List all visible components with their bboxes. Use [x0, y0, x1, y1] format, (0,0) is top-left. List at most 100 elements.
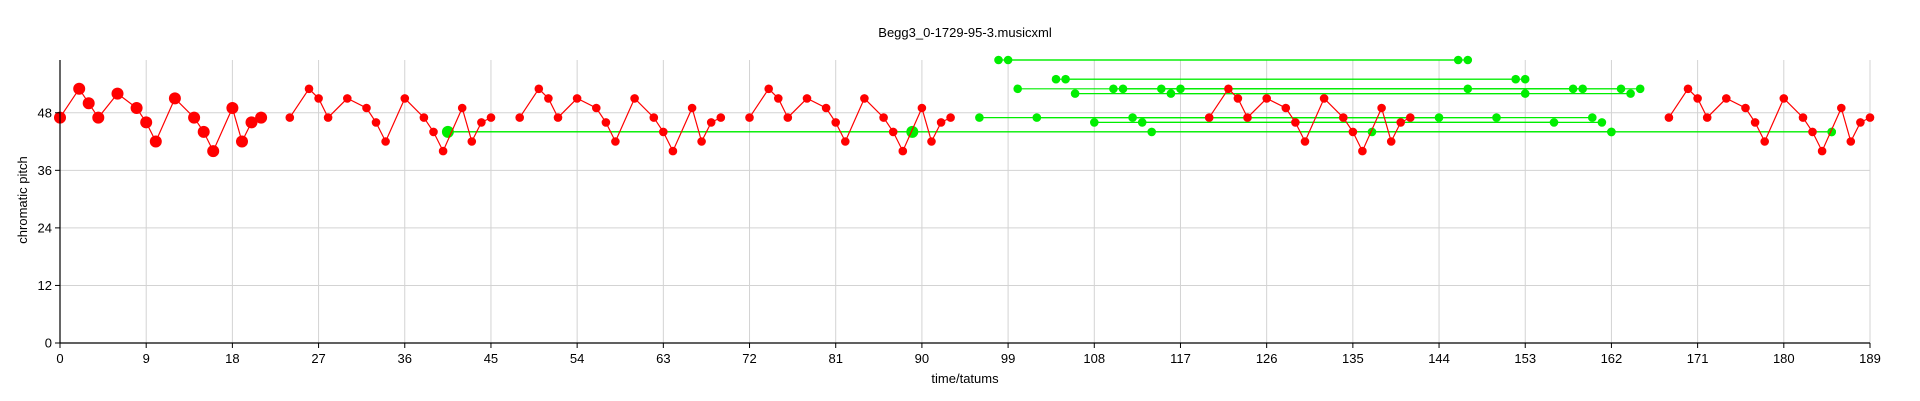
chart-title: Begg3_0-1729-95-3.musicxml: [878, 25, 1052, 40]
x-tick-label: 180: [1773, 351, 1795, 366]
red-melody-point: [168, 92, 181, 105]
red-melody-point: [149, 135, 162, 148]
red-melody-point: [255, 111, 268, 124]
green-matches-point: [1061, 74, 1070, 84]
red-melody-point: [1846, 137, 1856, 146]
grid-layer: [59, 60, 1871, 344]
red-melody-point: [467, 137, 477, 146]
green-matches-point: [1176, 84, 1185, 94]
red-melody-point: [197, 125, 210, 138]
x-tick-label: 153: [1514, 351, 1536, 366]
x-tick-label: 108: [1083, 351, 1105, 366]
green-matches-point: [1635, 84, 1645, 94]
green-matches-point: [1118, 84, 1128, 94]
x-tick-label: 81: [828, 351, 842, 366]
red-melody-point: [140, 116, 153, 129]
red-melody-point: [879, 113, 888, 122]
red-melody-point: [1817, 146, 1827, 156]
red-melody-point: [419, 113, 429, 122]
red-melody-line: [1668, 87, 1871, 153]
red-melody-point: [429, 127, 438, 137]
x-tick-label: 117: [1170, 351, 1191, 366]
x-tick-label: 18: [225, 351, 239, 366]
red-melody-point: [1291, 118, 1300, 127]
y-tick-label: 48: [38, 105, 52, 120]
green-matches-point: [1166, 89, 1176, 98]
green-matches-point: [1051, 74, 1061, 84]
red-melody-point: [371, 118, 381, 127]
green-matches-point: [975, 113, 984, 122]
red-melody-point: [1683, 84, 1693, 94]
y-tick-label: 12: [38, 278, 52, 293]
green-matches-point: [1128, 113, 1137, 122]
red-melody-point: [1741, 103, 1750, 113]
green-matches-point: [1147, 127, 1156, 137]
red-melody-point: [888, 127, 898, 137]
red-melody-point: [1377, 103, 1386, 113]
red-melody-point: [381, 137, 390, 146]
x-tick-label: 189: [1859, 351, 1881, 366]
red-melody-point: [207, 145, 220, 158]
red-melody-point: [936, 118, 946, 127]
red-melody-point: [362, 103, 371, 113]
x-tick-label: 99: [1001, 351, 1015, 366]
red-melody-point: [1406, 113, 1415, 122]
red-melody-point: [1693, 94, 1702, 103]
red-melody-line: [1208, 87, 1411, 153]
green-matches-point: [1157, 84, 1166, 94]
green-matches-point: [1453, 55, 1463, 65]
red-melody-point: [544, 94, 553, 103]
x-tick-label: 171: [1687, 351, 1709, 366]
red-melody-point: [1808, 127, 1817, 137]
x-tick-label: 162: [1601, 351, 1623, 366]
x-tick-label: 63: [656, 351, 670, 366]
red-melody-point: [553, 113, 563, 122]
red-melody-point: [534, 84, 544, 94]
red-melody-point: [601, 118, 611, 127]
red-melody-point: [1837, 103, 1846, 113]
x-tick-label: 126: [1256, 351, 1278, 366]
red-melody-point: [1319, 94, 1329, 103]
red-melody-point: [438, 146, 448, 156]
red-melody-point: [1348, 127, 1358, 137]
green-matches-point: [1070, 89, 1080, 98]
red-melody-point: [927, 137, 936, 146]
red-melody-point: [764, 84, 773, 94]
red-melody-line: [59, 87, 262, 153]
red-melody-point: [1865, 113, 1875, 122]
red-melody-series: [54, 82, 1875, 158]
red-melody-point: [706, 118, 716, 127]
x-tick-label: 45: [484, 351, 498, 366]
red-melody-point: [1386, 137, 1396, 146]
green-matches-point: [1597, 118, 1607, 127]
red-melody-point: [515, 113, 524, 122]
red-melody-point: [1702, 113, 1712, 122]
red-melody-point: [400, 94, 410, 103]
red-melody-point: [1281, 103, 1291, 113]
green-matches-point: [1090, 118, 1099, 127]
green-matches-point: [1463, 55, 1473, 65]
red-melody-point: [572, 94, 582, 103]
x-tick-label: 135: [1342, 351, 1364, 366]
x-tick-label: 54: [570, 351, 584, 366]
red-melody-point: [188, 111, 201, 124]
red-melody-point: [1856, 118, 1865, 127]
red-melody-point: [236, 135, 248, 148]
red-melody-point: [343, 94, 352, 103]
red-melody-point: [1358, 146, 1367, 156]
red-melody-point: [898, 146, 908, 156]
red-melody-point: [1339, 113, 1348, 122]
red-melody-point: [687, 103, 697, 113]
red-melody-point: [630, 94, 639, 103]
red-melody-point: [1224, 84, 1233, 94]
y-tick-label: 0: [45, 336, 52, 351]
x-tick-label: 90: [915, 351, 929, 366]
red-melody-line: [519, 87, 722, 153]
red-melody-point: [1204, 113, 1214, 122]
red-melody-point: [774, 94, 783, 103]
red-melody-point: [697, 137, 706, 146]
x-tick-label: 9: [143, 351, 150, 366]
red-melody-point: [245, 116, 258, 129]
green-matches-point: [994, 55, 1003, 65]
green-matches-point: [1003, 55, 1013, 65]
